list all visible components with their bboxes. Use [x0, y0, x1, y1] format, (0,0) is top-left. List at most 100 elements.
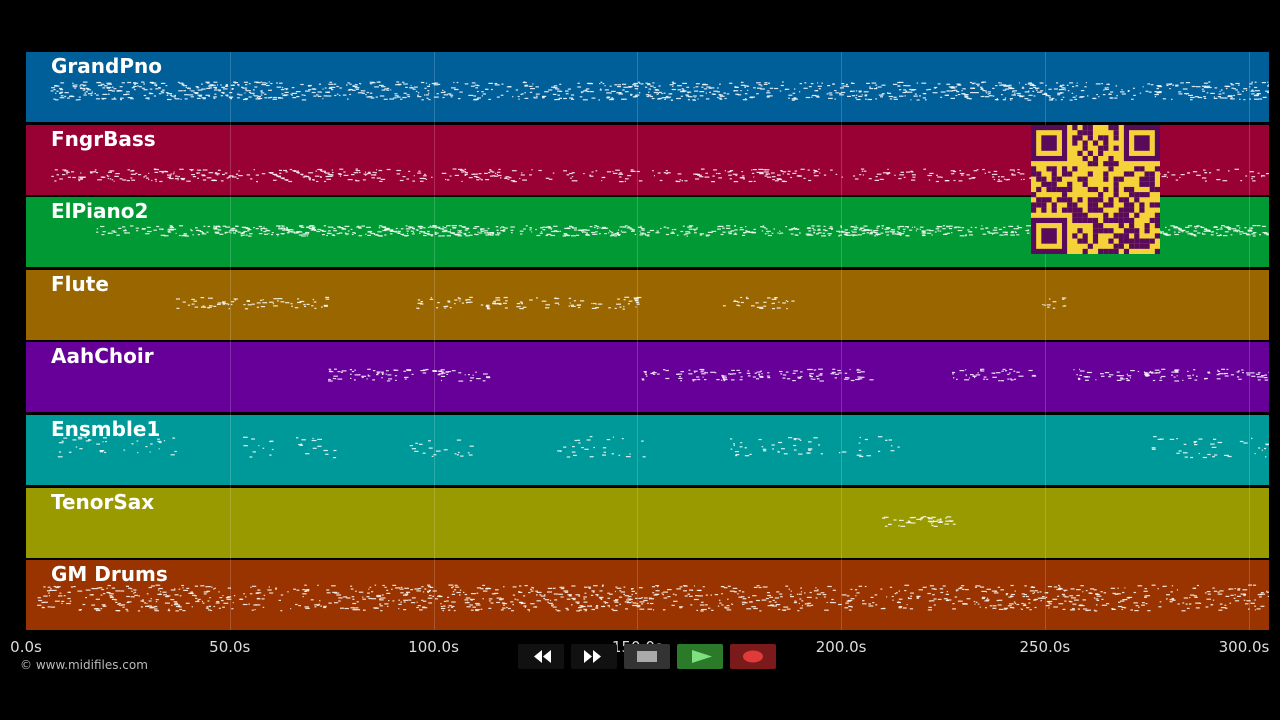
note	[861, 94, 863, 96]
note	[411, 602, 416, 604]
note	[581, 447, 584, 449]
note	[353, 607, 356, 609]
note	[337, 378, 343, 381]
note	[438, 235, 442, 237]
note	[772, 178, 775, 180]
note	[248, 603, 250, 605]
note	[84, 92, 86, 94]
note	[417, 302, 423, 304]
note	[365, 174, 367, 176]
play-button[interactable]	[677, 644, 723, 669]
rewind-button[interactable]	[518, 644, 564, 669]
note	[391, 588, 393, 591]
note	[857, 372, 861, 374]
note	[54, 168, 58, 170]
note	[213, 86, 218, 88]
note	[547, 587, 553, 590]
note	[352, 85, 358, 87]
note	[626, 602, 632, 604]
note	[608, 232, 610, 234]
note	[158, 228, 164, 230]
note	[85, 597, 87, 599]
note	[1176, 438, 1178, 440]
note	[474, 84, 479, 86]
note	[244, 92, 246, 94]
note	[882, 517, 886, 519]
note	[1037, 91, 1042, 93]
note	[169, 227, 174, 229]
note	[902, 228, 906, 231]
note	[203, 591, 209, 593]
note	[634, 298, 639, 300]
note	[1148, 91, 1152, 93]
note	[159, 170, 164, 172]
note	[980, 228, 984, 230]
note	[700, 609, 704, 611]
note	[143, 89, 148, 91]
note	[805, 96, 811, 99]
note	[1243, 599, 1246, 602]
stop-button[interactable]	[624, 644, 670, 669]
note	[411, 597, 416, 599]
note	[1251, 177, 1253, 179]
note	[314, 606, 317, 608]
note	[612, 436, 614, 438]
note	[1117, 587, 1119, 589]
note	[276, 82, 278, 84]
note	[163, 440, 166, 442]
note	[1085, 590, 1088, 592]
note	[117, 90, 120, 92]
note	[286, 229, 291, 232]
note	[653, 91, 659, 94]
note	[1001, 370, 1004, 373]
note	[446, 230, 448, 233]
note	[895, 592, 898, 594]
note	[993, 173, 998, 175]
note	[1233, 94, 1235, 97]
note	[587, 586, 591, 588]
fast-forward-button[interactable]	[571, 644, 617, 669]
note	[99, 450, 105, 452]
note	[197, 177, 199, 179]
note	[806, 234, 810, 236]
note	[384, 234, 387, 236]
note	[221, 91, 225, 94]
note	[1165, 598, 1168, 600]
note	[107, 175, 110, 177]
note	[245, 234, 248, 236]
record-button[interactable]	[730, 644, 776, 669]
note	[992, 229, 998, 231]
note	[536, 594, 538, 596]
note	[1033, 599, 1037, 601]
note	[1116, 375, 1121, 377]
note	[880, 232, 884, 234]
note	[310, 229, 315, 231]
note	[980, 88, 984, 90]
note	[473, 95, 476, 97]
note	[337, 371, 341, 373]
note	[427, 584, 431, 586]
note	[154, 178, 157, 180]
note	[571, 451, 576, 453]
note	[947, 232, 950, 235]
note	[352, 598, 355, 601]
note	[982, 168, 985, 170]
note	[1224, 375, 1229, 377]
note	[1121, 93, 1126, 95]
note	[1210, 234, 1214, 236]
note	[111, 98, 117, 100]
note	[433, 84, 439, 86]
note	[1234, 588, 1236, 590]
note	[311, 88, 316, 90]
note	[163, 594, 167, 596]
note	[751, 232, 756, 234]
note	[846, 83, 848, 86]
note	[993, 178, 996, 180]
note	[866, 229, 870, 232]
note	[1126, 374, 1128, 376]
note	[794, 98, 798, 100]
note	[1258, 372, 1261, 374]
note	[1187, 225, 1193, 227]
note	[196, 171, 201, 174]
note	[464, 174, 467, 176]
